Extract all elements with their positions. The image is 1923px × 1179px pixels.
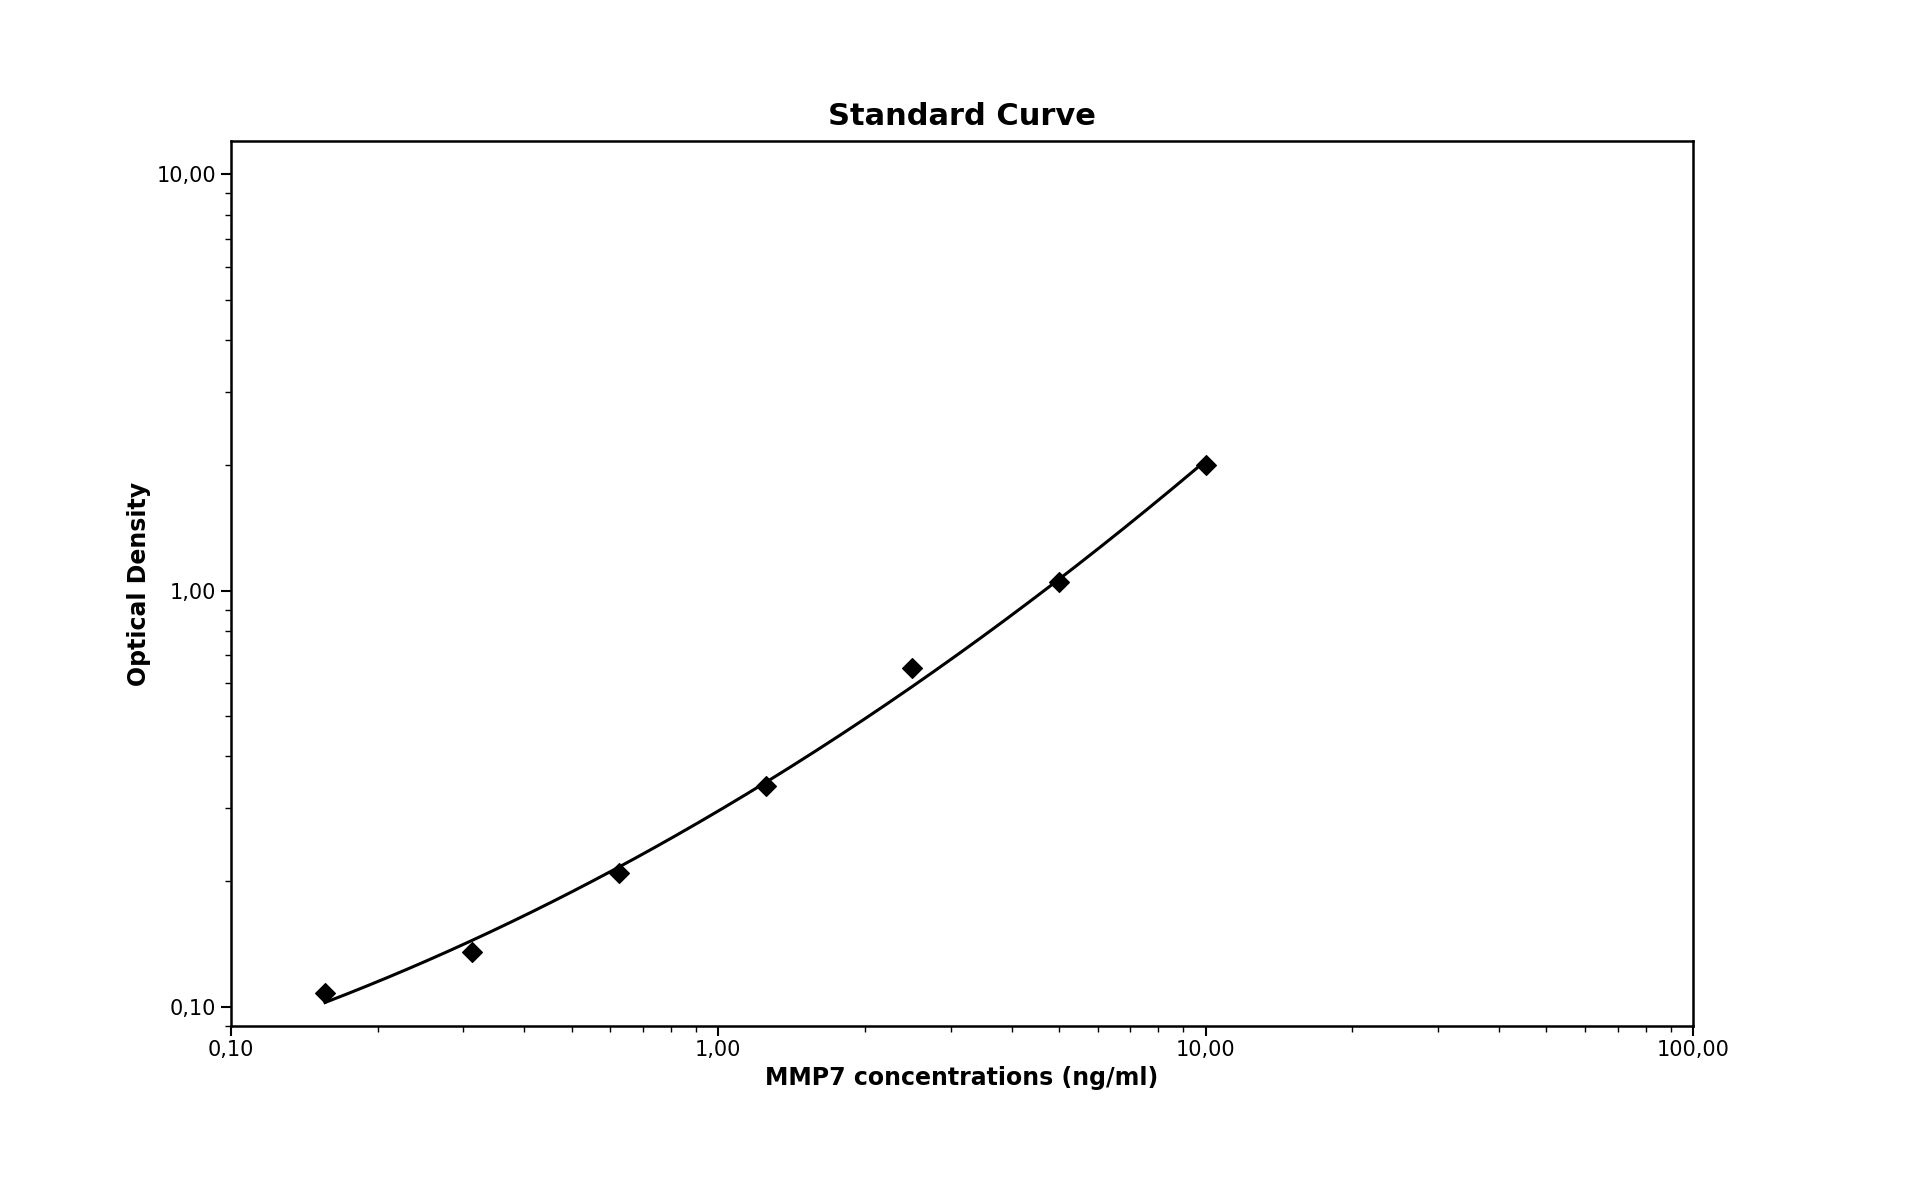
Point bbox=[604, 863, 635, 882]
Point bbox=[750, 776, 781, 795]
Y-axis label: Optical Density: Optical Density bbox=[127, 481, 152, 686]
Point bbox=[1190, 456, 1221, 475]
Title: Standard Curve: Standard Curve bbox=[827, 101, 1096, 131]
Point bbox=[1042, 572, 1073, 591]
X-axis label: MMP7 concentrations (ng/ml): MMP7 concentrations (ng/ml) bbox=[765, 1066, 1158, 1089]
Point bbox=[896, 659, 927, 678]
Point bbox=[310, 983, 340, 1002]
Point bbox=[458, 943, 488, 962]
